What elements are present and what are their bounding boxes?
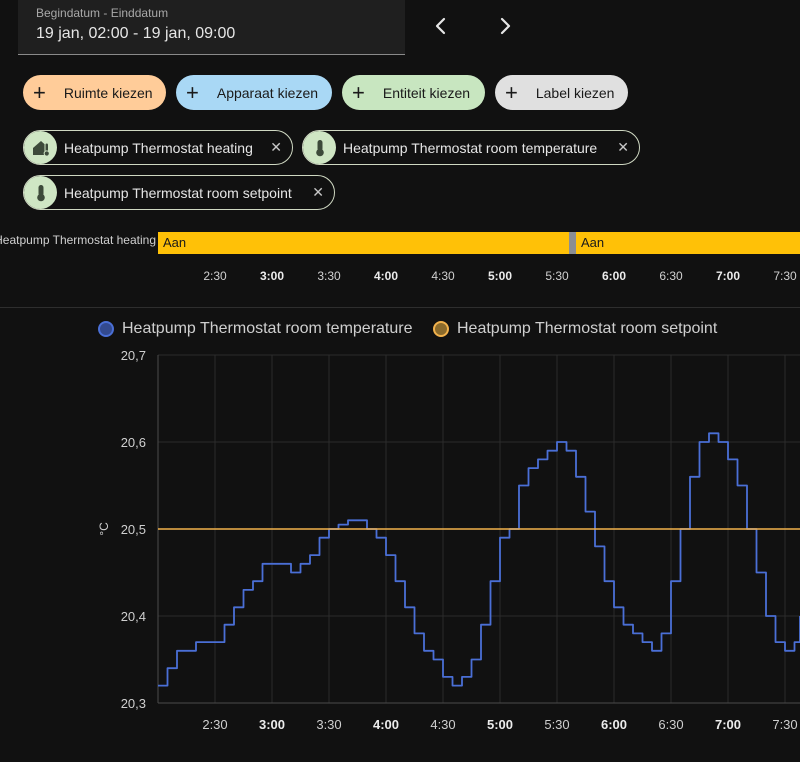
device-picker-label: Apparaat kiezen [216,84,319,101]
entity-picker-button[interactable]: + Entiteit kiezen [342,75,485,110]
label-picker-button[interactable]: + Label kiezen [495,75,628,110]
x-tick-label: 3:00 [259,717,285,732]
timeline-tick-label: 2:30 [203,269,227,283]
timeline-tick-label: 7:30 [773,269,797,283]
legend-item-temperature[interactable]: Heatpump Thermostat room temperature [98,320,413,338]
date-range-label: Begindatum - Einddatum [36,6,169,20]
x-tick-label: 6:30 [658,717,683,732]
timeline-tick-label: 7:00 [715,269,741,283]
date-range-field[interactable]: Begindatum - Einddatum 19 jan, 02:00 - 1… [18,0,405,55]
x-tick-label: 7:00 [715,717,741,732]
thermometer-icon [303,131,336,164]
entity-chip-room-temperature: Heatpump Thermostat room temperature ✕ [302,130,640,165]
x-tick-label: 6:00 [601,717,627,732]
plus-icon: + [505,79,518,105]
entity-chip-room-setpoint: Heatpump Thermostat room setpoint ✕ [23,175,335,210]
temperature-series-line [158,432,800,687]
timeline-segment-state: Aan [581,235,605,250]
timeline-tick-label: 6:00 [601,269,627,283]
timeline-tick-label: 3:30 [317,269,341,283]
plus-icon: + [352,79,365,105]
temperature-chart: 20,3 20,4 20,5 20,6 20,7 2:30 3:00 3:30 4:00 4:30… [97,348,800,732]
entity-chip-name: Heatpump Thermostat room temperature [343,139,598,156]
timeline-tick-label: 5:00 [487,269,513,283]
y-tick-label: 20,6 [121,435,146,450]
entity-picker-label: Entiteit kiezen [382,84,471,101]
area-picker-label: Ruimte kiezen [63,84,153,101]
x-tick-label: 5:00 [487,717,513,732]
legend-dot [98,321,114,337]
entity-chip-name: Heatpump Thermostat room setpoint [64,184,292,201]
y-tick-label: 20,5 [121,522,146,537]
x-tick-label: 5:30 [544,717,569,732]
y-tick-label: 20,7 [121,348,146,363]
area-picker-button[interactable]: + Ruimte kiezen [23,75,166,110]
remove-entity-icon[interactable]: ✕ [617,139,629,155]
timeline-tick-label: 6:30 [659,269,683,283]
label-picker-label: Label kiezen [535,84,615,101]
x-tick-label: 3:30 [316,717,341,732]
next-period-button[interactable] [493,14,517,38]
timeline-gap [569,232,576,254]
thermometer-icon [24,176,57,209]
remove-entity-icon[interactable]: ✕ [312,184,324,200]
timeline-tick-label: 3:00 [259,269,285,283]
legend-label: Heatpump Thermostat room setpoint [457,320,718,337]
y-tick-label: 20,3 [121,696,146,711]
chevron-right-icon [500,17,511,35]
device-picker-button[interactable]: + Apparaat kiezen [176,75,332,110]
legend-label: Heatpump Thermostat room temperature [122,320,413,337]
x-tick-label: 4:00 [373,717,399,732]
date-range-value: 19 jan, 02:00 - 19 jan, 09:00 [36,25,236,42]
remove-entity-icon[interactable]: ✕ [270,139,282,155]
timeline-tick-label: 4:30 [431,269,455,283]
y-tick-label: 20,4 [121,609,146,624]
timeline-tick-label: 5:30 [545,269,569,283]
entity-chip-name: Heatpump Thermostat heating [64,139,253,156]
x-tick-label: 7:30 [772,717,797,732]
chevron-left-icon [435,17,446,35]
timeline-segment[interactable]: Aan [576,232,800,254]
timeline-entity-label: Heatpump Thermostat heating [0,233,156,247]
x-tick-label: 4:30 [430,717,455,732]
timeline-segment[interactable]: Aan [158,232,569,254]
x-tick-label: 2:30 [202,717,227,732]
entity-chip-heating: Heatpump Thermostat heating ✕ [23,130,293,165]
legend-item-setpoint[interactable]: Heatpump Thermostat room setpoint [433,320,717,338]
section-divider [0,307,800,308]
timeline-segment-state: Aan [163,235,187,250]
plus-icon: + [33,79,46,105]
timeline-tick-label: 4:00 [373,269,399,283]
y-axis-label: °C [97,522,111,536]
previous-period-button[interactable] [429,14,453,38]
legend-dot [433,321,449,337]
home-thermometer-icon [24,131,57,164]
plus-icon: + [186,79,199,105]
